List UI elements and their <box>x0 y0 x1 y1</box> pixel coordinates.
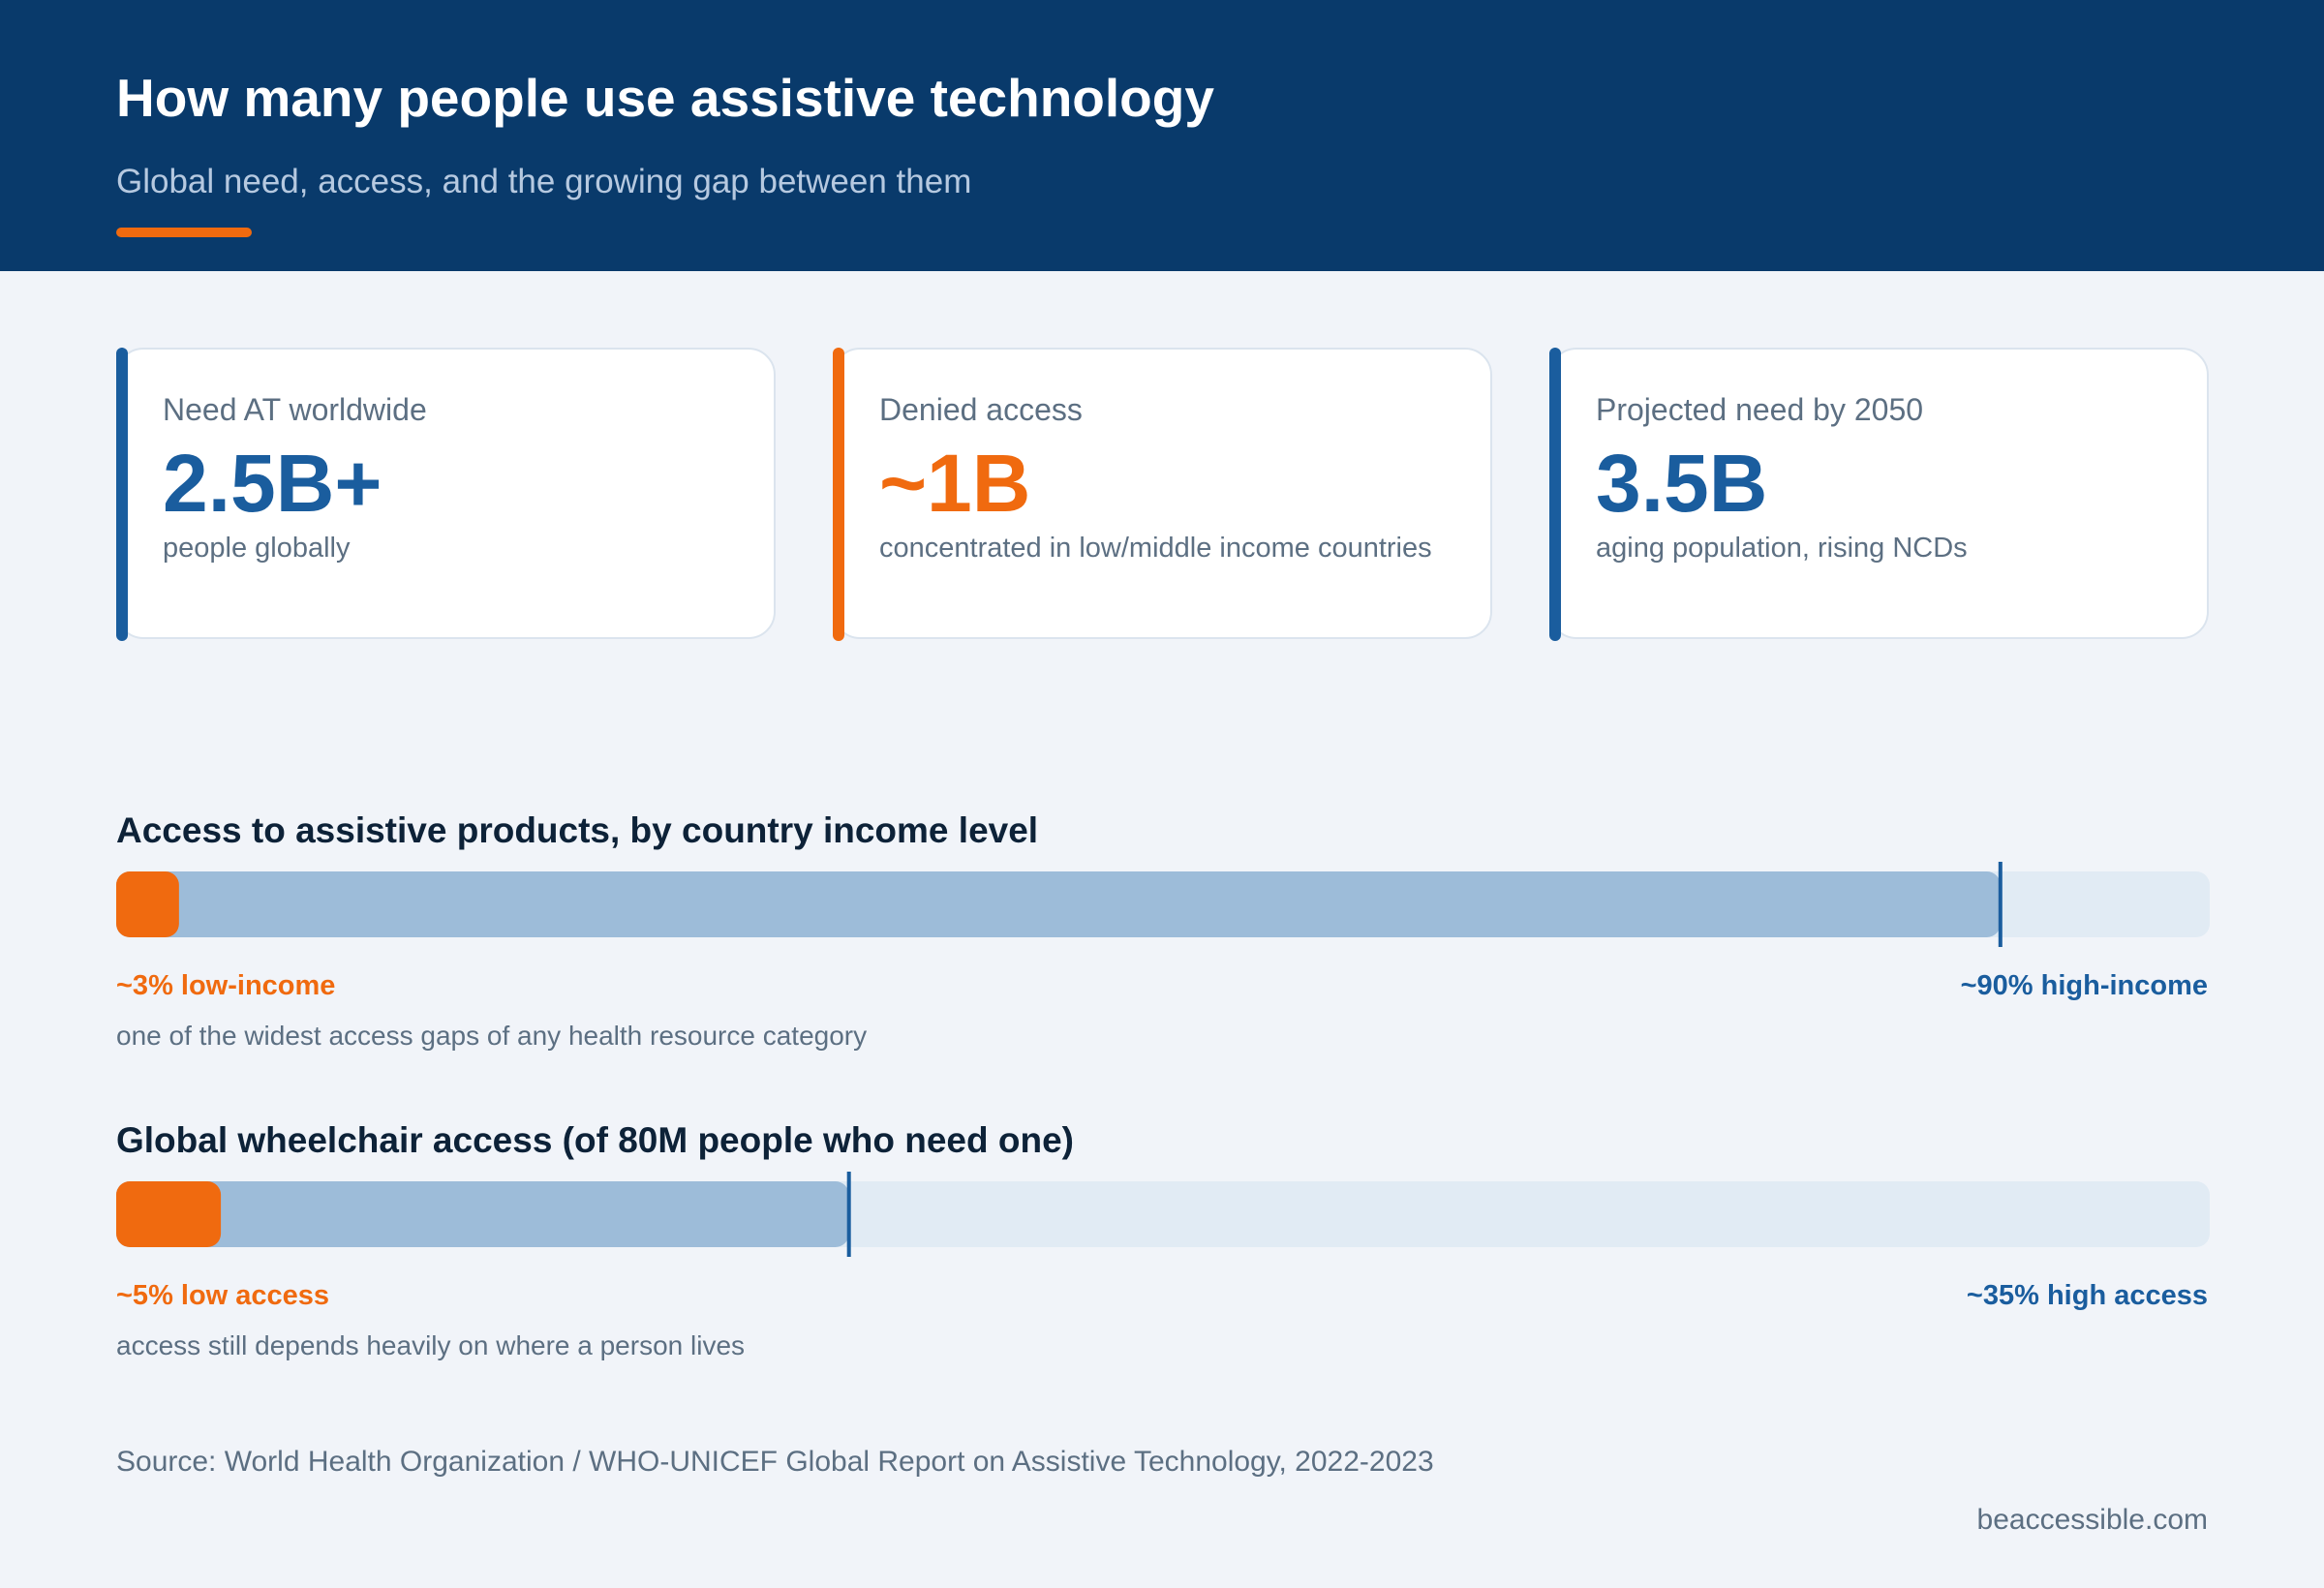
bar-high-segment <box>116 871 2001 937</box>
stat-card-need: Need AT worldwide 2.5B+ people globally <box>116 348 776 641</box>
chart-note-income: one of the widest access gaps of any hea… <box>116 1021 868 1051</box>
stat-note: aging population, rising NCDs <box>1596 533 1968 564</box>
stat-label: Projected need by 2050 <box>1596 392 1924 427</box>
chart-wheelchair-access <box>116 1172 2210 1257</box>
stat-value: 3.5B <box>1596 438 1768 529</box>
stat-card-projected: Projected need by 2050 3.5B aging popula… <box>1549 348 2209 641</box>
stat-value: 2.5B+ <box>163 438 382 529</box>
stat-label: Need AT worldwide <box>163 392 427 427</box>
source-citation: Source: World Health Organization / WHO-… <box>116 1446 1434 1478</box>
card-accent-stripe <box>833 348 844 641</box>
page-title: How many people use assistive technology <box>116 68 1214 128</box>
chart-label-high-income: ~90% high-income <box>1960 970 2208 1001</box>
card-accent-stripe <box>116 348 128 641</box>
brand-link[interactable]: beaccessible.com <box>1976 1504 2208 1536</box>
header-accent-line <box>116 228 252 237</box>
stat-card-denied: Denied access ~1B concentrated in low/mi… <box>833 348 1492 641</box>
page-subtitle: Global need, access, and the growing gap… <box>116 163 972 200</box>
chart-title-income: Access to assistive products, by country… <box>116 810 1039 850</box>
bar-low-segment <box>116 871 179 937</box>
stat-value: ~1B <box>879 438 1031 529</box>
bar-high-segment <box>116 1181 849 1247</box>
chart-label-low-access: ~5% low access <box>116 1280 330 1311</box>
bar-low-segment <box>116 1181 222 1247</box>
chart-title-wheelchair: Global wheelchair access (of 80M people … <box>116 1120 1074 1160</box>
stat-note: concentrated in low/middle income countr… <box>879 533 1432 564</box>
stat-label: Denied access <box>879 392 1083 427</box>
card-accent-stripe <box>1549 348 1561 641</box>
chart-income-access <box>116 862 2210 947</box>
chart-label-high-access: ~35% high access <box>1966 1280 2208 1311</box>
stat-note: people globally <box>163 533 351 564</box>
chart-label-low-income: ~3% low-income <box>116 970 336 1001</box>
chart-note-wheelchair: access still depends heavily on where a … <box>116 1330 746 1360</box>
page-header: How many people use assistive technology… <box>0 0 2324 271</box>
